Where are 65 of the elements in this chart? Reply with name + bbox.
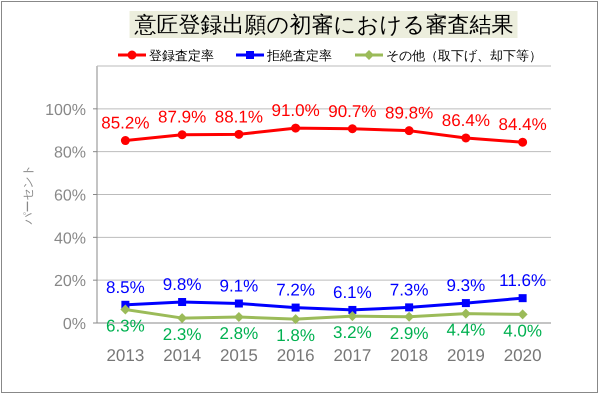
data-label: 8.5% [106, 278, 145, 297]
y-axis-title: パーセント [21, 164, 35, 226]
y-tick-label: 80% [54, 144, 86, 162]
data-label: 87.9% [158, 108, 206, 127]
x-tick-label: 2016 [276, 346, 315, 365]
data-label: 2.9% [390, 324, 428, 343]
point [178, 298, 186, 306]
point [234, 312, 244, 322]
x-tick-label: 2018 [390, 346, 428, 365]
data-label: 11.6% [499, 271, 546, 290]
data-label: 2.3% [162, 325, 202, 344]
data-label: 90.7% [328, 102, 376, 121]
point [460, 308, 471, 319]
data-label: 91.0% [272, 101, 320, 120]
data-label: 6.3% [106, 316, 145, 336]
point [404, 126, 414, 136]
data-label: 84.4% [498, 115, 547, 134]
x-tick-label: 2014 [163, 346, 202, 365]
point [348, 124, 357, 134]
data-label: 9.8% [162, 275, 202, 294]
legend-label: 拒絶査定率 [266, 48, 332, 63]
data-label: 1.8% [276, 326, 315, 346]
point [518, 309, 528, 320]
x-tick-label: 2017 [333, 346, 372, 365]
point [404, 312, 414, 322]
data-label: 88.1% [214, 107, 263, 126]
legend-label: 登録査定率 [149, 48, 214, 63]
point [234, 300, 243, 308]
data-label: 7.3% [390, 280, 428, 300]
data-label: 4.0% [503, 321, 542, 340]
y-tick-label: 60% [54, 188, 86, 204]
y-tick-label: 40% [54, 230, 86, 248]
point [462, 299, 470, 308]
point [178, 130, 187, 140]
data-label: 9.3% [446, 276, 486, 296]
data-label: 9.1% [220, 276, 258, 296]
x-tick-label: 2013 [106, 346, 144, 365]
data-label: 7.2% [276, 280, 315, 300]
y-tick-label: 0% [62, 316, 86, 333]
point [290, 314, 301, 324]
point [347, 311, 358, 322]
point [234, 130, 244, 139]
legend-label: その他（取下げ、却下等） [386, 48, 542, 63]
point [518, 138, 528, 147]
data-label: 4.4% [446, 320, 486, 340]
data-label: 2.8% [220, 324, 258, 344]
point [405, 303, 414, 312]
point [292, 304, 300, 312]
point [177, 313, 188, 324]
chart-title: 意匠登録出願の初審における審査結果 [134, 12, 514, 37]
data-label: 6.1% [333, 282, 372, 302]
point [518, 294, 527, 302]
x-tick-label: 2020 [504, 346, 542, 365]
point [120, 136, 130, 146]
y-tick-label: 100% [45, 102, 86, 119]
point [120, 304, 130, 315]
point [461, 133, 470, 142]
x-tick-label: 2015 [220, 346, 258, 365]
data-label: 3.2% [333, 323, 372, 342]
data-label: 85.2% [101, 114, 150, 133]
data-label: 89.8% [385, 104, 434, 123]
data-label: 86.4% [442, 110, 490, 130]
x-tick-label: 2019 [446, 346, 485, 365]
point [291, 124, 300, 133]
y-tick-label: 20% [54, 273, 86, 290]
